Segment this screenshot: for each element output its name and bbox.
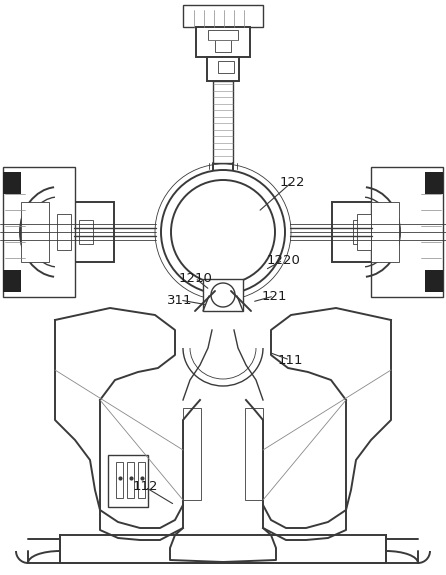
Bar <box>215 40 231 52</box>
Text: 121: 121 <box>261 289 287 302</box>
Circle shape <box>211 283 235 307</box>
Bar <box>108 455 148 507</box>
Bar <box>57 214 71 250</box>
Bar <box>3 167 75 297</box>
Bar <box>245 408 263 500</box>
Bar <box>213 81 233 163</box>
Bar <box>371 167 443 297</box>
Bar <box>21 202 49 262</box>
Bar <box>74 202 114 262</box>
Bar <box>79 220 93 244</box>
Bar <box>243 5 261 27</box>
Bar <box>185 5 203 27</box>
Text: 112: 112 <box>132 481 158 493</box>
Bar <box>425 270 443 292</box>
Bar <box>357 214 371 250</box>
Text: 1210: 1210 <box>178 271 212 285</box>
Bar <box>218 61 234 73</box>
Bar <box>183 5 263 27</box>
Text: 1220: 1220 <box>266 254 300 266</box>
Circle shape <box>161 170 285 294</box>
Text: 311: 311 <box>167 293 193 306</box>
Bar <box>3 270 21 292</box>
Text: 122: 122 <box>279 175 305 189</box>
Bar <box>138 462 145 498</box>
Bar <box>60 535 386 563</box>
Bar <box>183 408 201 500</box>
Bar <box>371 202 399 262</box>
Bar <box>116 462 123 498</box>
Circle shape <box>171 180 275 284</box>
Bar <box>196 27 250 57</box>
Bar <box>207 57 239 81</box>
Text: 111: 111 <box>277 354 303 366</box>
Bar <box>208 30 238 40</box>
Bar <box>353 220 367 244</box>
Bar <box>425 172 443 194</box>
Bar <box>203 279 243 311</box>
Bar <box>127 462 134 498</box>
Circle shape <box>155 164 291 300</box>
Bar <box>3 172 21 194</box>
Bar <box>332 202 372 262</box>
